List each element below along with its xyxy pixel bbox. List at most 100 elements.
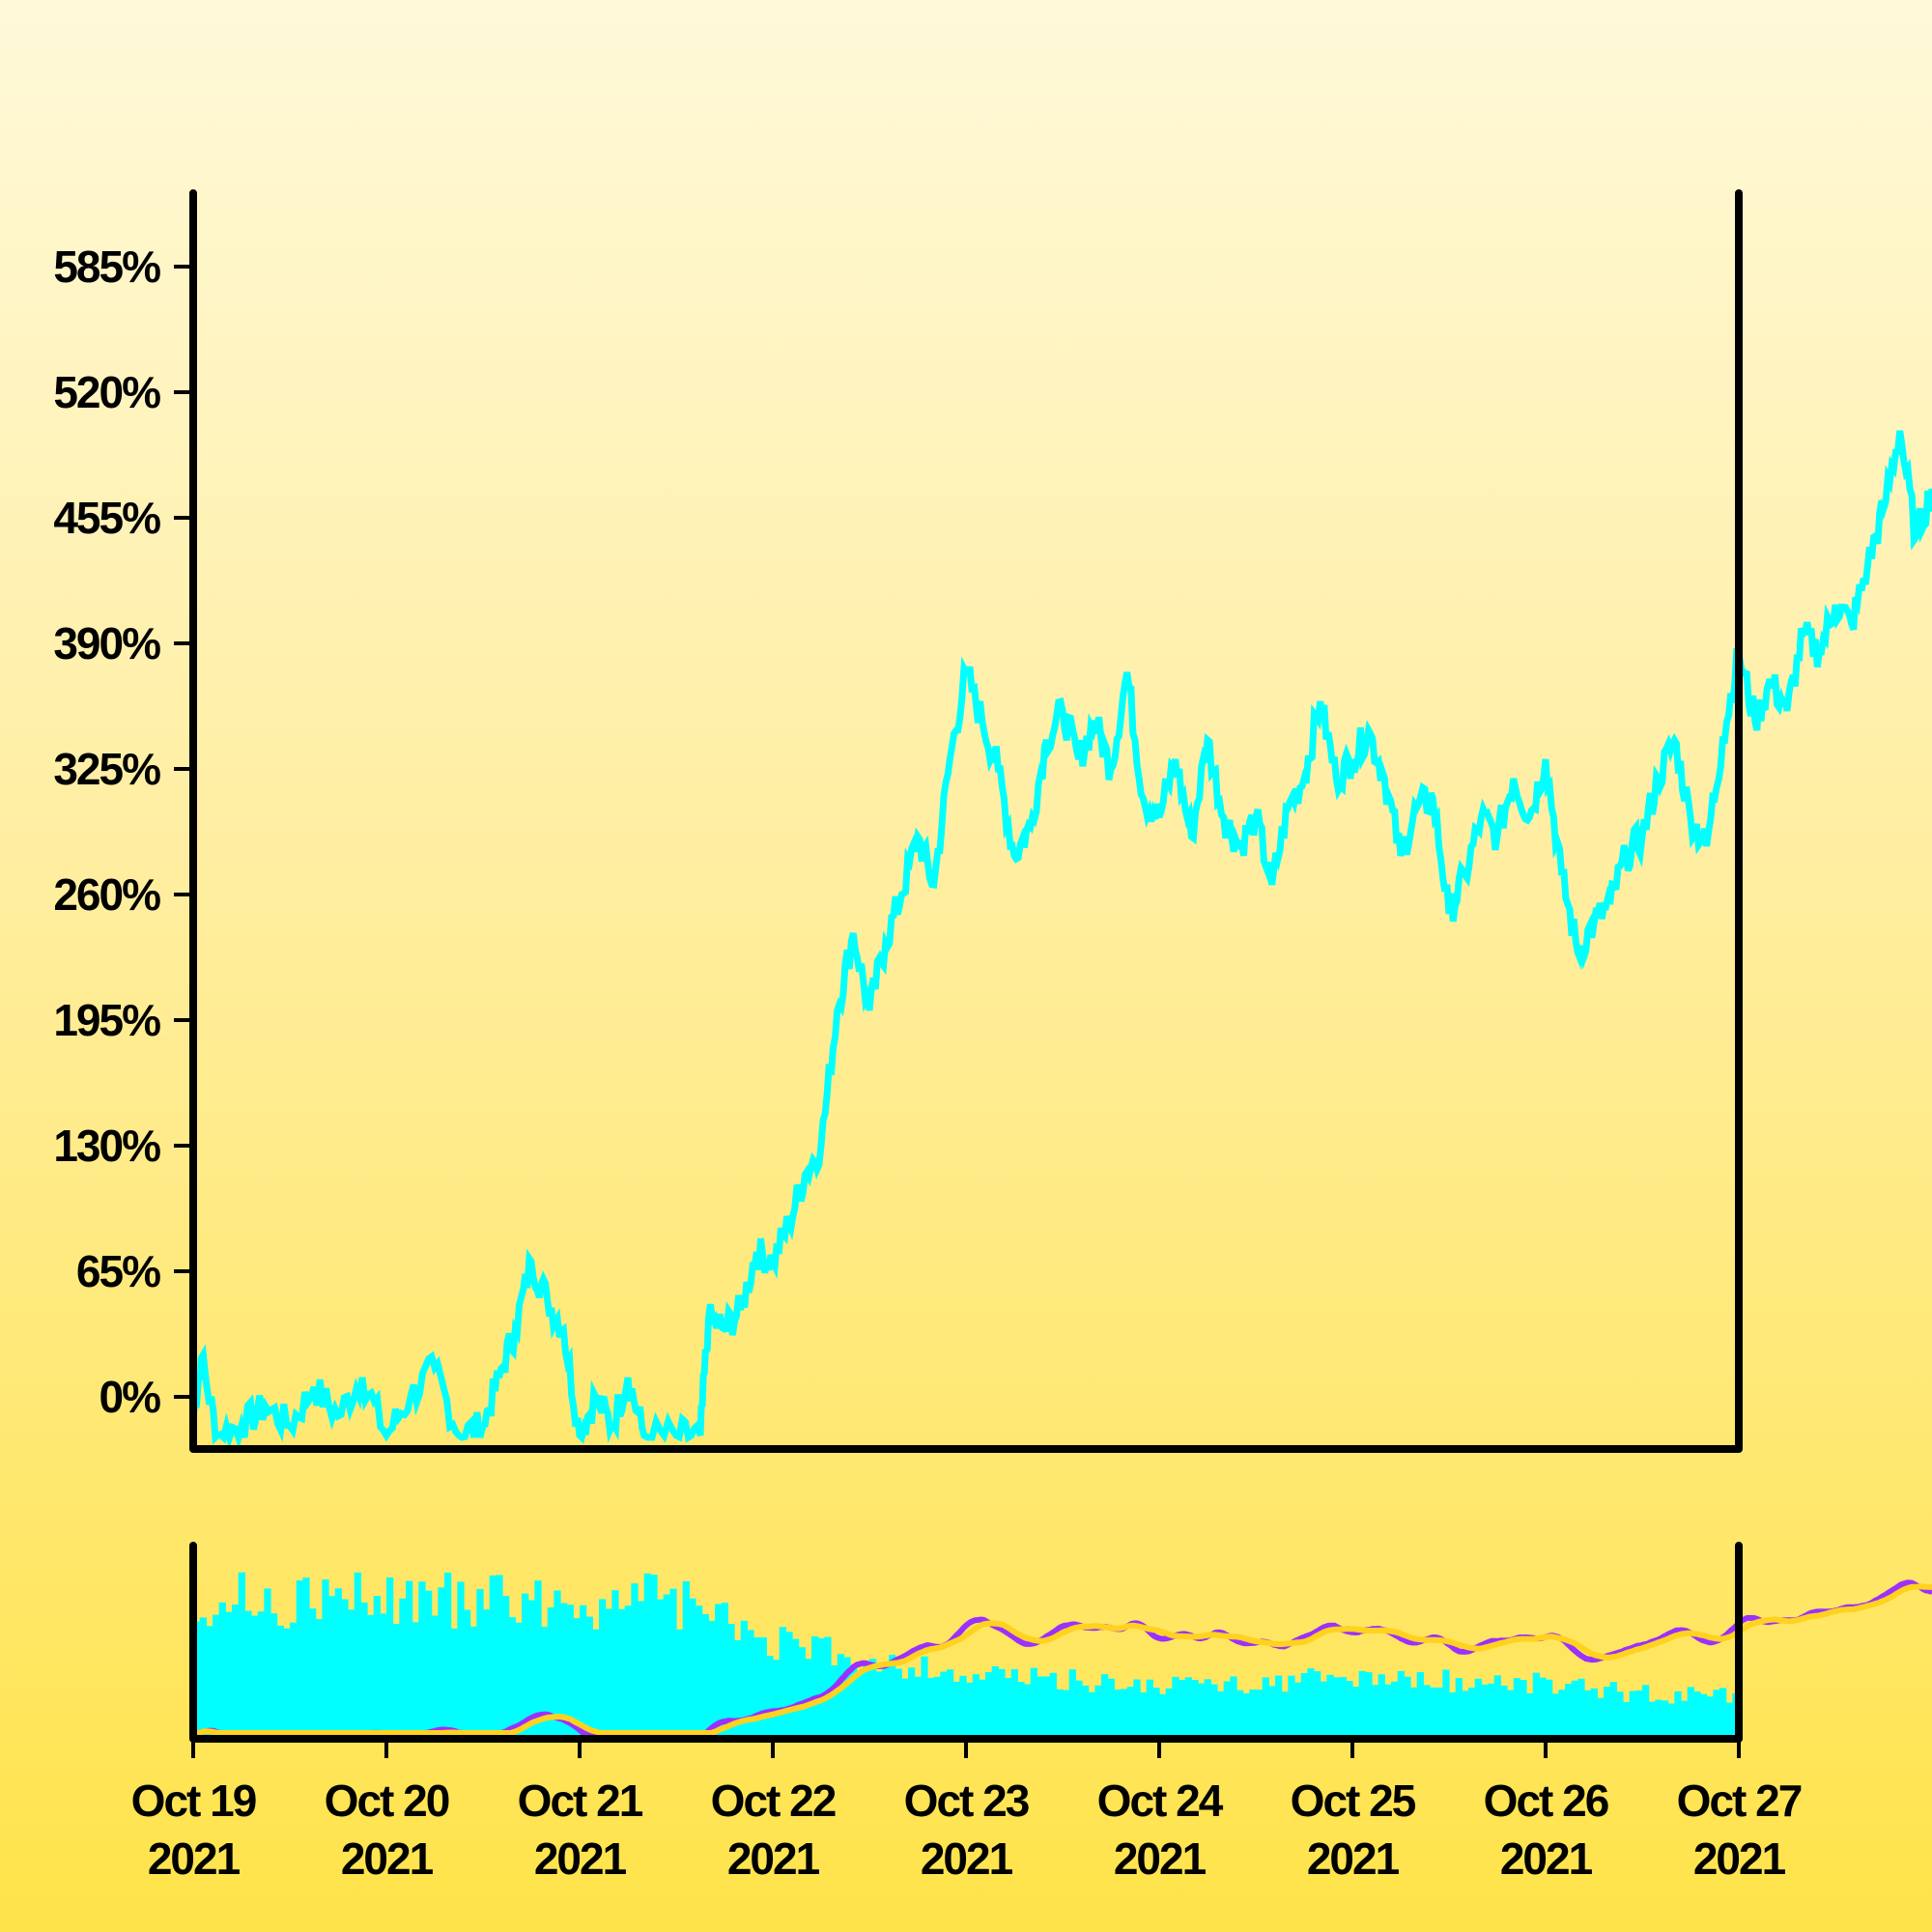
- volume-bar: [882, 1663, 890, 1739]
- volume-bar: [908, 1667, 916, 1739]
- volume-bar: [895, 1668, 902, 1739]
- volume-bar: [1307, 1668, 1315, 1739]
- x-tick-label-date: Oct 23: [904, 1776, 1029, 1826]
- volume-bar: [1024, 1684, 1032, 1739]
- volume-bar: [1481, 1684, 1489, 1739]
- volume-bar: [1597, 1697, 1605, 1739]
- volume-bar: [489, 1575, 497, 1739]
- volume-bar: [380, 1613, 387, 1739]
- volume-bar: [1005, 1678, 1012, 1739]
- volume-bar: [522, 1593, 529, 1739]
- volume-bar: [1082, 1685, 1090, 1739]
- y-axis-ticks: 0% 65% 130% 195% 260% 325% 390% 455% 520% 585%: [53, 242, 193, 1422]
- volume-bar: [534, 1580, 542, 1739]
- volume-bar: [952, 1681, 960, 1739]
- volume-bar: [232, 1605, 240, 1739]
- volume-bar: [766, 1656, 774, 1739]
- volume-bars: [193, 1572, 1740, 1739]
- volume-bar: [1558, 1690, 1566, 1739]
- volume-bar: [1010, 1669, 1018, 1739]
- volume-bar: [901, 1678, 909, 1739]
- volume-bar: [1249, 1689, 1257, 1739]
- main-series: [189, 430, 1932, 1451]
- volume-bar: [1551, 1693, 1559, 1739]
- volume-bar: [218, 1602, 226, 1739]
- volume-bar: [1397, 1670, 1405, 1739]
- volume-bar: [560, 1603, 568, 1739]
- volume-bar: [1043, 1676, 1051, 1739]
- volume-bar: [991, 1665, 999, 1739]
- volume-bar: [1017, 1682, 1025, 1739]
- volume-bar: [406, 1580, 413, 1739]
- volume-bar: [1365, 1672, 1373, 1739]
- volume-bar: [972, 1674, 980, 1739]
- volume-bar: [1326, 1674, 1334, 1739]
- volume-bar: [264, 1588, 271, 1739]
- volume-bar: [1642, 1685, 1650, 1739]
- volume-bar: [1320, 1681, 1327, 1739]
- volume-bar: [1378, 1674, 1385, 1739]
- volume-bar: [1449, 1691, 1457, 1739]
- volume-bar: [1532, 1672, 1540, 1739]
- volume-bar: [663, 1594, 670, 1739]
- x-tick-label-year: 2021: [1500, 1833, 1593, 1884]
- volume-bar: [283, 1628, 291, 1739]
- volume-bar: [1172, 1676, 1179, 1739]
- volume-bar: [631, 1583, 639, 1739]
- y-tick-label: 585%: [53, 242, 160, 292]
- volume-bar: [438, 1587, 445, 1739]
- volume-bar: [611, 1590, 619, 1739]
- volume-bar: [1629, 1690, 1636, 1739]
- volume-bar: [1088, 1691, 1095, 1739]
- y-tick-label: 260%: [53, 869, 160, 920]
- volume-bar: [213, 1614, 220, 1739]
- volume-bar: [1648, 1701, 1656, 1739]
- x-tick-label-date: Oct 19: [131, 1776, 256, 1826]
- volume-bar: [580, 1605, 587, 1739]
- volume-bar: [1075, 1680, 1083, 1739]
- volume-bar: [547, 1607, 554, 1739]
- volume-bar: [348, 1609, 355, 1739]
- main-plot-frame: [189, 189, 1743, 1453]
- volume-bar: [1063, 1690, 1070, 1739]
- volume-bar: [412, 1622, 419, 1739]
- volume-bar: [257, 1611, 265, 1739]
- volume-bar: [1604, 1687, 1611, 1739]
- volume-bar: [399, 1598, 407, 1739]
- volume-bar: [573, 1618, 581, 1739]
- volume-bar: [206, 1626, 213, 1739]
- volume-bar: [708, 1620, 716, 1739]
- volume-bar: [1662, 1700, 1669, 1739]
- volume-bar: [1101, 1674, 1109, 1739]
- volume-bar: [1667, 1703, 1675, 1739]
- volume-bar: [1609, 1682, 1617, 1739]
- volume-bar: [1404, 1676, 1411, 1739]
- x-tick-label-date: Oct 24: [1097, 1776, 1224, 1826]
- volume-bar: [1623, 1701, 1631, 1739]
- x-tick-label-year: 2021: [341, 1833, 434, 1884]
- volume-bar: [927, 1677, 935, 1739]
- volume-bar: [657, 1599, 665, 1739]
- volume-bar: [1121, 1689, 1128, 1739]
- volume-bar: [315, 1619, 323, 1739]
- volume-bar: [444, 1572, 452, 1739]
- volume-bar: [464, 1609, 471, 1739]
- volume-bar: [1468, 1688, 1476, 1739]
- volume-bar: [1430, 1687, 1437, 1739]
- volume-bar: [554, 1590, 561, 1739]
- volume-bar: [914, 1676, 922, 1739]
- volume-bar: [753, 1637, 761, 1739]
- volume-bar: [418, 1581, 426, 1739]
- volume-bar: [1700, 1693, 1708, 1739]
- volume-bar: [824, 1636, 832, 1739]
- volume-bar: [425, 1590, 433, 1739]
- volume-bar: [496, 1575, 503, 1739]
- volume-bar: [1384, 1684, 1392, 1739]
- volume-bar: [244, 1610, 252, 1739]
- volume-bar: [354, 1572, 361, 1739]
- volume-bar: [469, 1626, 477, 1739]
- volume-bar: [373, 1596, 381, 1739]
- volume-bar: [779, 1627, 786, 1739]
- volume-bar: [1152, 1688, 1160, 1739]
- volume-bar: [360, 1602, 368, 1739]
